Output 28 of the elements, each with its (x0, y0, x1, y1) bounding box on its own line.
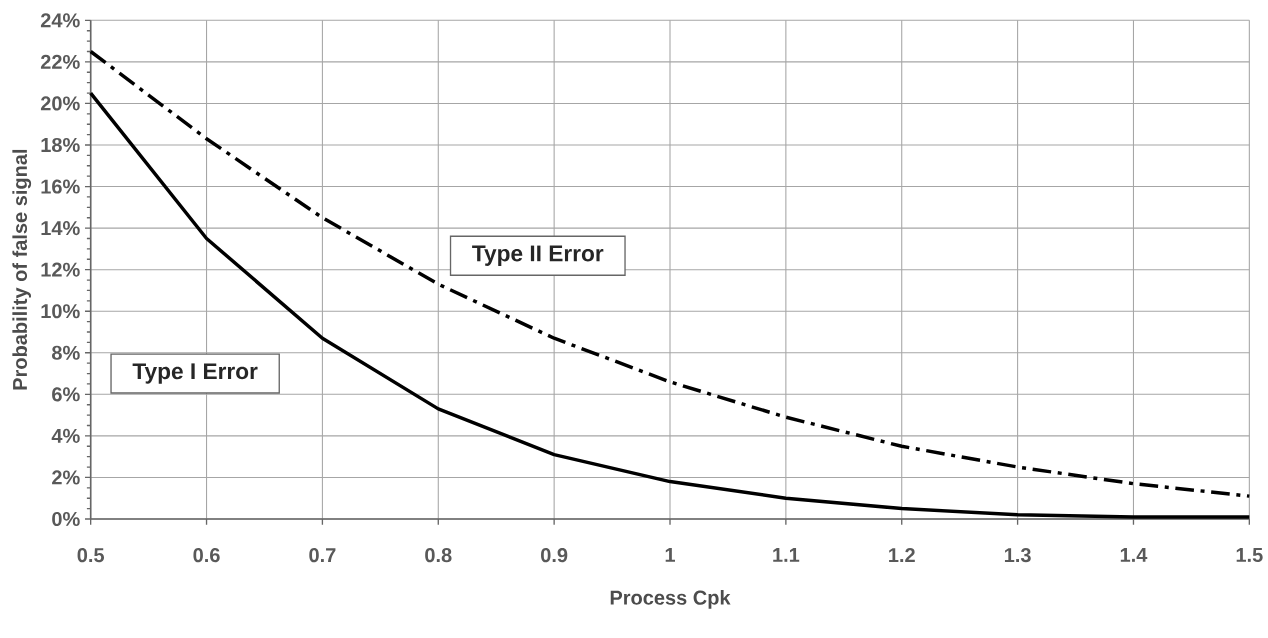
x-tick-label: 0.9 (541, 548, 568, 563)
y-tick-label: 16% (41, 179, 80, 194)
x-tick-label: 1.2 (889, 548, 915, 563)
y-tick-label: 14% (41, 221, 80, 236)
x-tick-label: 0.8 (425, 548, 452, 563)
x-tick-label: 1 (665, 548, 675, 562)
y-tick-label: 10% (41, 304, 80, 319)
y-tick-label: 12% (41, 262, 80, 277)
y-tick-label: 8% (52, 345, 80, 360)
y-tick-label: 6% (52, 387, 80, 402)
x-tick-label: 0.6 (193, 548, 220, 563)
y-tick-label: 24% (40, 13, 80, 28)
x-tick-label: 1.4 (1120, 548, 1148, 562)
series-label: Type II Error (472, 245, 604, 266)
y-tick-label: 20% (40, 96, 80, 111)
x-axis-title: Process Cpk (610, 590, 731, 609)
x-tick-label: 1.1 (773, 548, 800, 562)
y-tick-label: 0% (52, 511, 80, 527)
text: Type I Error (132, 363, 258, 384)
y-tick-label: 18% (41, 137, 80, 153)
x-tick-label: 0.7 (309, 548, 336, 563)
y-axis-title: Probability of false signal (12, 149, 32, 390)
y-tick-label: 22% (40, 54, 80, 69)
y-tick-label: 4% (51, 428, 80, 443)
x-tick-label: 0.5 (77, 548, 105, 563)
x-tick-label: 1.3 (1004, 548, 1031, 563)
x-tick-label: 1.5 (1236, 548, 1263, 562)
y-tick-label: 2% (52, 470, 80, 485)
